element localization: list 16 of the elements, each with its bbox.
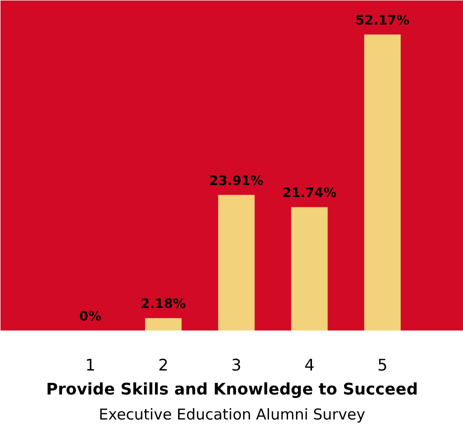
- bar: [364, 34, 401, 330]
- data-label: 23.91%: [209, 174, 264, 189]
- bar: [218, 194, 255, 330]
- x-tick-label: 2: [158, 356, 168, 374]
- data-label: 2.18%: [140, 297, 186, 312]
- text: Executive Education Alumni Survey: [98, 406, 366, 424]
- bar: [145, 318, 182, 330]
- data-label: 52.17%: [355, 14, 410, 29]
- x-tick-label: 4: [304, 356, 315, 374]
- bar: [291, 207, 328, 330]
- data-label: 0%: [79, 310, 102, 324]
- x-tick-label: 3: [231, 356, 242, 374]
- x-tick-label: 1: [85, 356, 96, 374]
- data-label: 21.74%: [282, 186, 336, 202]
- x-tick-label: 5: [377, 356, 388, 374]
- x-axis-title: Provide Skills and Knowledge to Succeed: [46, 380, 418, 398]
